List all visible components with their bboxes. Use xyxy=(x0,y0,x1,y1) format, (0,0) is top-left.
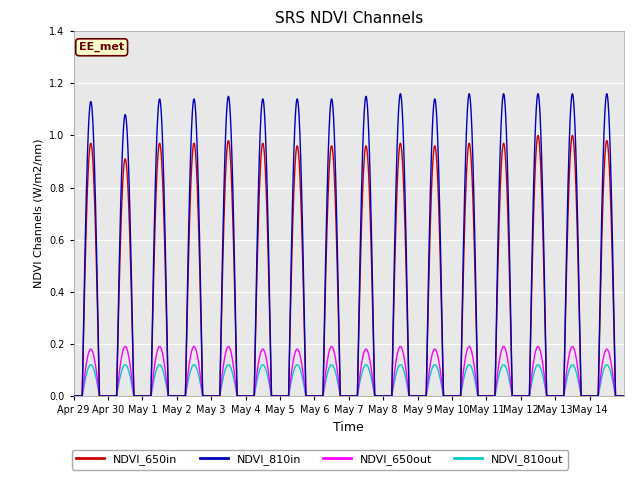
Text: EE_met: EE_met xyxy=(79,42,124,52)
Y-axis label: NDVI Channels (W/m2/nm): NDVI Channels (W/m2/nm) xyxy=(34,139,44,288)
X-axis label: Time: Time xyxy=(333,420,364,433)
Legend: NDVI_650in, NDVI_810in, NDVI_650out, NDVI_810out: NDVI_650in, NDVI_810in, NDVI_650out, NDV… xyxy=(72,450,568,469)
Title: SRS NDVI Channels: SRS NDVI Channels xyxy=(275,11,423,26)
